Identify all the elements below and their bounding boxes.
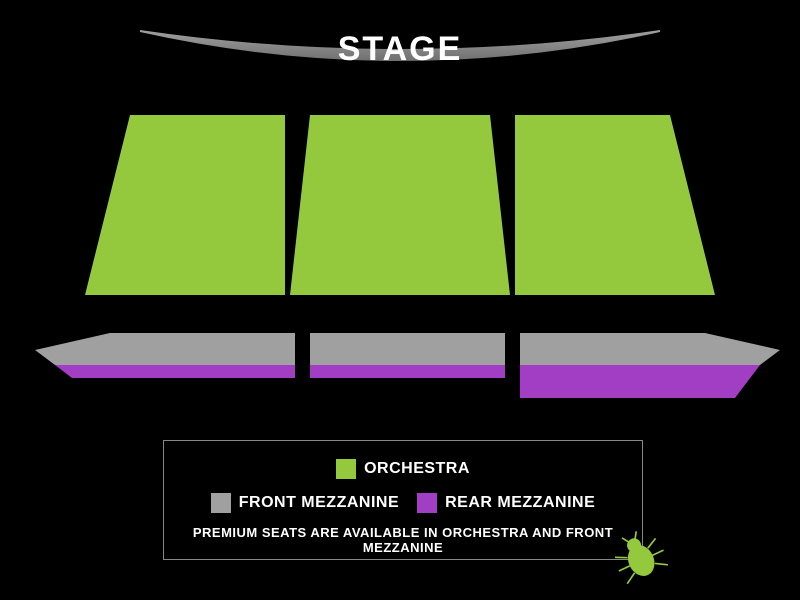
legend-row-1: ORCHESTRA (164, 459, 642, 479)
orchestra-right[interactable] (515, 115, 715, 295)
rear-mezz-center[interactable] (310, 365, 505, 378)
swatch-rear-mezz (417, 493, 437, 513)
rear-mezz-right[interactable] (520, 365, 760, 398)
rear-mezz-left[interactable] (100, 365, 295, 378)
legend-item-rear-mezz: REAR MEZZANINE (417, 493, 595, 513)
swatch-front-mezz (211, 493, 231, 513)
legend-box: ORCHESTRA FRONT MEZZANINE REAR MEZZANINE… (163, 440, 643, 560)
orchestra-left[interactable] (85, 115, 285, 295)
legend-label-orchestra: ORCHESTRA (364, 460, 470, 478)
front-mezz-right[interactable] (520, 333, 780, 365)
legend-item-orchestra: ORCHESTRA (336, 459, 470, 479)
seating-chart: STAGE ORCHESTRA FRONT MEZZANINE REAR MEZ… (0, 0, 800, 600)
front-mezzanine-sections (35, 333, 780, 365)
legend-note: PREMIUM SEATS ARE AVAILABLE IN ORCHESTRA… (164, 525, 642, 555)
front-mezz-far-left[interactable] (35, 333, 110, 365)
front-mezz-left[interactable] (100, 333, 295, 365)
orchestra-sections (85, 115, 715, 295)
legend-label-front-mezz: FRONT MEZZANINE (239, 494, 399, 512)
rear-mezzanine-sections (55, 365, 760, 398)
legend-label-rear-mezz: REAR MEZZANINE (445, 494, 595, 512)
orchestra-center[interactable] (290, 115, 510, 295)
stage-label: STAGE (338, 30, 463, 68)
legend-item-front-mezz: FRONT MEZZANINE (211, 493, 399, 513)
legend-row-2: FRONT MEZZANINE REAR MEZZANINE (164, 493, 642, 513)
swatch-orchestra (336, 459, 356, 479)
front-mezz-center[interactable] (310, 333, 505, 365)
